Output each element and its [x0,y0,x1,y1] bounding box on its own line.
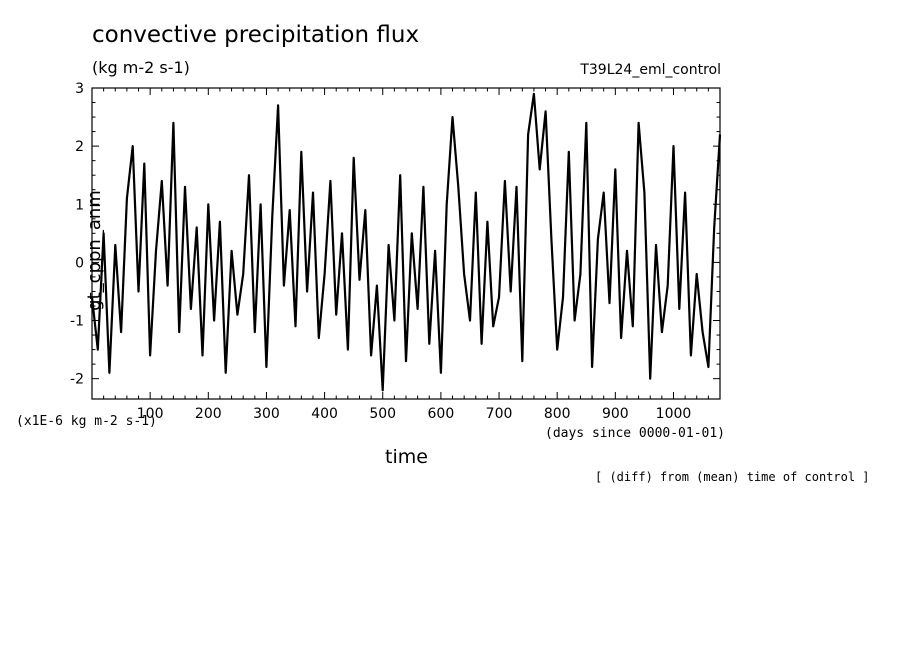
chart-title: convective precipitation flux [92,22,420,48]
x-axis-label: time [385,446,428,468]
run-label: T39L24_eml_control [580,62,721,78]
footnote: [ (diff) from (mean) time of control ] [595,470,870,484]
x-tick-label: 800 [544,406,571,422]
x-tick-label: 1000 [656,406,692,422]
x-tick-label: 400 [311,406,338,422]
series-line [90,92,722,392]
y-tick-label: 1 [75,197,84,213]
y-tick-label: 0 [75,255,84,271]
y-tick-label: 2 [75,139,84,155]
x-tick-label: 100 [137,406,164,422]
x-tick-label: 900 [602,406,629,422]
x-tick-label: 500 [369,406,396,422]
x-units-label: (days since 0000-01-01) [545,426,726,441]
y-scale-label: (x1E-6 kg m-2 s-1) [16,414,157,429]
x-tick-label: 200 [195,406,222,422]
x-tick-label: 300 [253,406,280,422]
y-tick-label: 3 [75,81,84,97]
x-tick-label: 700 [486,406,513,422]
x-tick-label: 600 [428,406,455,422]
y-tick-label: -2 [70,372,84,388]
units-label: (kg m-2 s-1) [92,58,190,77]
y-tick-label: -1 [70,314,84,330]
